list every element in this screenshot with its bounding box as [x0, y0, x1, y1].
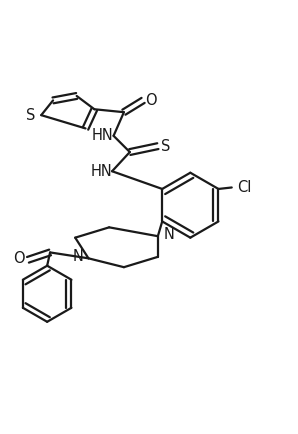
Text: HN: HN	[90, 164, 112, 179]
Text: S: S	[162, 138, 171, 154]
Text: O: O	[13, 251, 25, 266]
Text: N: N	[163, 227, 174, 242]
Text: S: S	[26, 108, 35, 123]
Text: O: O	[145, 93, 157, 108]
Text: N: N	[72, 250, 83, 264]
Text: Cl: Cl	[237, 180, 252, 195]
Text: HN: HN	[92, 128, 114, 143]
